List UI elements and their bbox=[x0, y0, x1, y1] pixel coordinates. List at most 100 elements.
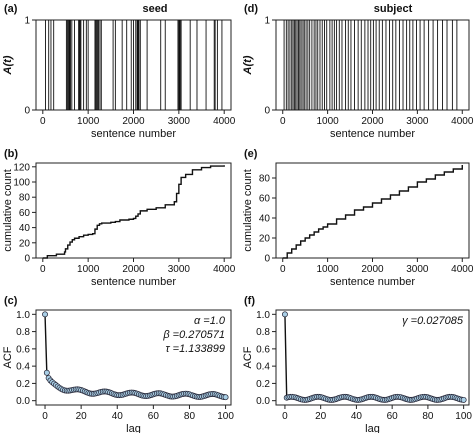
y-tick-label: 0.6 bbox=[16, 344, 30, 355]
plot-frame bbox=[275, 162, 470, 259]
fit-annotation: γ =0.027085 bbox=[402, 315, 464, 327]
fit-annotation: β =0.270571 bbox=[162, 329, 225, 341]
y-tick-label: 120 bbox=[13, 162, 30, 173]
x-tick-label: 0 bbox=[40, 264, 46, 275]
y-tick-label: 80 bbox=[19, 193, 31, 204]
x-tick-label: 80 bbox=[422, 411, 434, 422]
y-tick-label: 0 bbox=[24, 254, 30, 265]
x-tick-label: 0 bbox=[280, 116, 286, 127]
plot-frame bbox=[275, 19, 470, 111]
plot-frame bbox=[275, 309, 470, 406]
x-tick-label: 1000 bbox=[77, 116, 100, 127]
x-tick-label: 4000 bbox=[213, 116, 236, 127]
y-tick-label: 1 bbox=[24, 16, 30, 27]
x-tick-label: 2000 bbox=[361, 116, 384, 127]
y-tick-label: 60 bbox=[19, 208, 31, 219]
y-tick-label: 0.4 bbox=[256, 362, 270, 373]
y-tick-label: 0.8 bbox=[256, 327, 270, 338]
plot-frame bbox=[35, 162, 232, 259]
y-tick-label: 20 bbox=[19, 238, 31, 249]
x-tick-label: 2000 bbox=[361, 264, 384, 275]
y-tick-label: 0.8 bbox=[16, 327, 30, 338]
x-axis-label: sentence number bbox=[91, 128, 176, 140]
y-tick-label: 40 bbox=[19, 223, 31, 234]
panel-b: (b) 0 1000 2000 3000 4000 0 20 40 60 80 100 120 sente… bbox=[2, 148, 236, 288]
y-axis-label: ACF bbox=[2, 346, 14, 368]
x-tick-label: 20 bbox=[315, 411, 327, 422]
acf-point bbox=[43, 369, 50, 376]
y-axis-label: cumulative count bbox=[2, 169, 14, 252]
x-tick-label: 80 bbox=[184, 411, 196, 422]
panel-label: (e) bbox=[244, 148, 258, 160]
y-axis-label: A(t) bbox=[242, 55, 254, 75]
y-tick-label: 1 bbox=[264, 16, 270, 27]
y-tick-label: 0.2 bbox=[16, 379, 30, 390]
plot-frame bbox=[35, 309, 232, 406]
x-axis-label: sentence number bbox=[91, 276, 176, 288]
y-tick-label: 0.6 bbox=[256, 344, 270, 355]
panel-title: seed bbox=[142, 3, 167, 15]
x-tick-label: 1000 bbox=[77, 264, 100, 275]
x-tick-label: 3000 bbox=[406, 264, 429, 275]
x-tick-label: 4000 bbox=[451, 264, 474, 275]
x-axis-label: lag bbox=[126, 423, 141, 433]
y-axis-label: cumulative count bbox=[242, 169, 254, 252]
y-tick-label: 100 bbox=[13, 178, 30, 189]
panel-a: (a) seed 0 1000 2000 3000 4000 0 1 sentence numbe… bbox=[2, 3, 236, 140]
x-tick-label: 4000 bbox=[213, 264, 236, 275]
x-tick-label: 60 bbox=[148, 411, 160, 422]
y-tick-label: 0.2 bbox=[256, 379, 270, 390]
x-tick-label: 40 bbox=[351, 411, 363, 422]
y-tick-label: 80 bbox=[259, 174, 271, 185]
y-axis-label: A(t) bbox=[2, 55, 14, 75]
x-tick-label: 100 bbox=[217, 411, 234, 422]
x-axis-label: sentence number bbox=[330, 276, 415, 288]
acf-point bbox=[460, 396, 467, 403]
x-tick-label: 3000 bbox=[168, 264, 191, 275]
panel-f: (f) 0 20 40 60 80 100 0.0 0.2 0.4 0.6 0.8 1.0 lag ACF γ… bbox=[242, 295, 472, 433]
x-tick-label: 2000 bbox=[122, 264, 145, 275]
panel-label: (d) bbox=[244, 3, 258, 15]
acf-point bbox=[281, 311, 288, 318]
panel-label: (a) bbox=[4, 3, 18, 15]
acf-point bbox=[222, 394, 229, 401]
x-tick-label: 4000 bbox=[451, 116, 474, 127]
y-tick-label: 60 bbox=[259, 194, 271, 205]
y-tick-label: 1.0 bbox=[256, 310, 270, 321]
y-tick-label: 1.0 bbox=[16, 310, 30, 321]
x-tick-label: 0 bbox=[40, 116, 46, 127]
x-tick-label: 60 bbox=[387, 411, 399, 422]
panel-c: (c) 0 20 40 60 80 100 0.0 0.2 0.4 0.6 0.8 1.0 lag ACF α… bbox=[2, 295, 234, 433]
y-tick-label: 0 bbox=[24, 106, 30, 117]
panel-d: (d) subject 0 1000 2000 3000 4000 0 1 sentence nu… bbox=[242, 3, 474, 140]
y-tick-label: 0.0 bbox=[256, 396, 270, 407]
y-tick-label: 20 bbox=[259, 234, 271, 245]
y-tick-label: 0.0 bbox=[16, 396, 30, 407]
x-tick-label: 20 bbox=[76, 411, 88, 422]
x-tick-label: 3000 bbox=[168, 116, 191, 127]
x-tick-label: 0 bbox=[280, 264, 286, 275]
x-tick-label: 2000 bbox=[122, 116, 145, 127]
acf-point bbox=[42, 311, 48, 318]
cumulative-line bbox=[282, 165, 463, 259]
x-tick-label: 1000 bbox=[316, 264, 339, 275]
y-tick-label: 40 bbox=[259, 214, 271, 225]
x-tick-label: 100 bbox=[455, 411, 472, 422]
panel-label: (f) bbox=[244, 295, 255, 307]
y-tick-label: 0 bbox=[264, 106, 270, 117]
panel-e: (e) 0 1000 2000 3000 4000 0 20 40 60 80 sentence nu… bbox=[242, 148, 474, 288]
y-tick-label: 0.4 bbox=[16, 362, 30, 373]
x-axis-label: sentence number bbox=[330, 128, 415, 140]
x-axis-label: lag bbox=[365, 423, 380, 433]
panel-label: (c) bbox=[4, 295, 18, 307]
y-tick-label: 0 bbox=[264, 254, 270, 265]
fit-annotation: τ =1.133899 bbox=[166, 343, 225, 355]
x-tick-label: 1000 bbox=[316, 116, 339, 127]
panel-label: (b) bbox=[4, 148, 18, 160]
x-tick-label: 0 bbox=[42, 411, 48, 422]
x-tick-label: 40 bbox=[112, 411, 124, 422]
y-axis-label: ACF bbox=[242, 346, 254, 368]
fit-annotation: α =1.0 bbox=[194, 315, 226, 327]
x-tick-label: 0 bbox=[282, 411, 288, 422]
